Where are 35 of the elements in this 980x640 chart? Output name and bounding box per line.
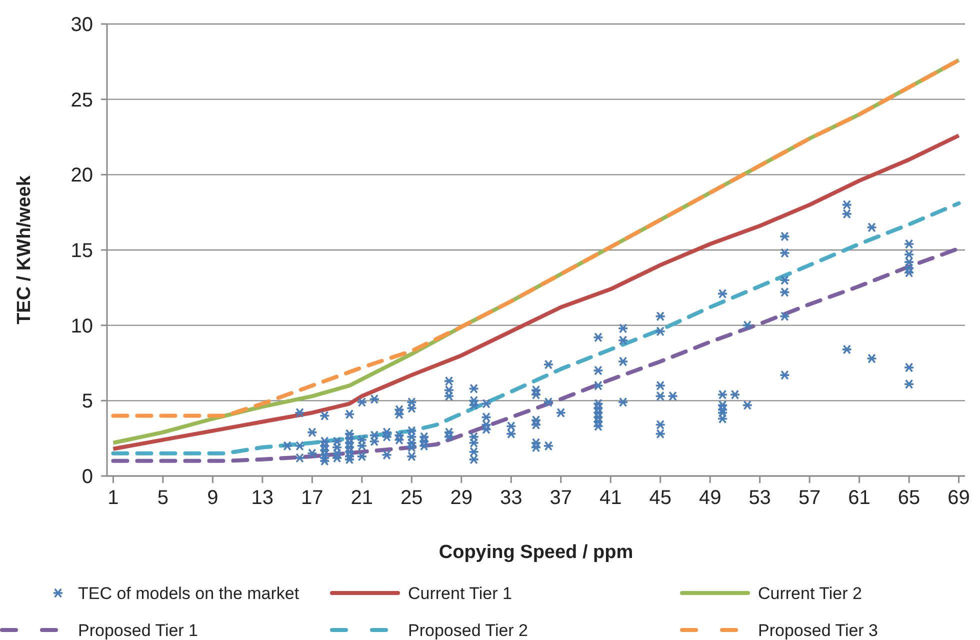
legend-label: Proposed Tier 3 [758,620,878,640]
x-tick-label: 69 [948,487,970,509]
line-series [111,201,961,456]
legend-label: Current Tier 1 [408,584,512,603]
x-tick-label: 49 [698,487,722,509]
x-tick-label: 45 [649,487,672,509]
y-tick-label: 5 [82,390,93,413]
x-tick-label: 5 [157,487,169,509]
y-tick-label: 0 [82,466,93,488]
x-tick-label: 41 [599,487,622,509]
x-tick-label: 17 [301,487,324,509]
x-axis-title: Copying Speed / ppm [438,542,634,563]
y-tick-label: 15 [70,240,93,262]
x-tick-label: 37 [550,487,572,509]
x-tick-label: 65 [898,487,920,509]
legend-label: Proposed Tier 1 [78,620,198,640]
x-tick-label: 1 [108,487,119,509]
x-tick-label: 9 [207,487,218,509]
legend-label: Current Tier 2 [758,584,862,603]
y-tick-label: 10 [70,315,93,338]
y-tick-label: 25 [70,89,93,112]
y-axis-title: TEC / KWh/week [14,175,35,324]
legend-label: Proposed Tier 2 [408,620,528,640]
legend-label: TEC of models on the market [78,584,300,603]
x-tick-label: 53 [748,487,771,509]
x-tick-label: 57 [798,487,821,509]
y-tick-label: 20 [70,164,93,187]
line-series [111,133,961,451]
y-tick-label: 30 [70,14,93,36]
x-tick-label: 29 [450,487,473,509]
x-tick-label: 61 [848,487,870,509]
x-tick-label: 21 [350,487,374,509]
x-tick-label: 25 [400,487,423,509]
x-tick-label: 33 [500,487,522,509]
x-tick-label: 13 [251,487,274,509]
